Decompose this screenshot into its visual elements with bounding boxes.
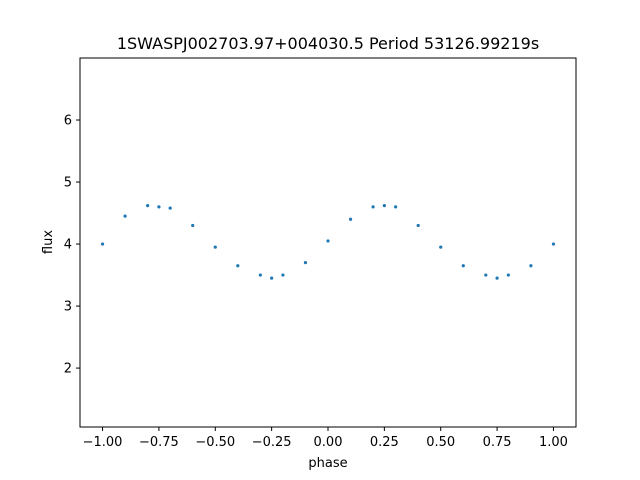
x-tick-label: −0.25 xyxy=(252,435,292,450)
data-points xyxy=(100,204,556,280)
y-axis-label: flux xyxy=(41,230,56,254)
x-axis: −1.00 −0.75 −0.50 −0.25 0.00 0.25 0.50 0.75 1.00 xyxy=(83,427,568,450)
data-point xyxy=(100,242,105,246)
x-axis-label: phase xyxy=(308,456,347,471)
data-point xyxy=(371,205,375,209)
data-point xyxy=(157,205,161,209)
x-tick-label: 0.75 xyxy=(483,435,512,450)
data-point xyxy=(270,276,274,280)
y-tick-label: 3 xyxy=(64,300,72,315)
y-axis: 2 3 4 5 6 xyxy=(64,114,80,377)
x-tick-label: −0.50 xyxy=(195,435,235,450)
data-point xyxy=(348,217,353,221)
data-point xyxy=(236,264,240,268)
data-point xyxy=(529,264,533,268)
x-tick-label: −0.75 xyxy=(139,435,179,450)
data-point xyxy=(303,261,308,265)
x-tick-label: 0.50 xyxy=(426,435,455,450)
x-tick-label: 0.00 xyxy=(314,435,343,450)
data-point xyxy=(495,276,499,280)
data-point xyxy=(213,245,217,249)
data-point xyxy=(168,206,172,210)
y-tick-label: 6 xyxy=(64,114,72,129)
data-point xyxy=(484,273,488,277)
data-point xyxy=(439,245,443,249)
x-tick-label: 0.25 xyxy=(370,435,399,450)
x-tick-label: 1.00 xyxy=(539,435,568,450)
x-tick-label: −1.00 xyxy=(83,435,123,450)
data-point xyxy=(551,242,556,246)
data-point xyxy=(191,223,195,228)
data-point xyxy=(258,273,262,277)
data-point xyxy=(146,204,150,208)
data-point xyxy=(461,264,465,268)
y-tick-label: 4 xyxy=(64,238,72,253)
data-point xyxy=(506,273,510,277)
y-tick-label: 2 xyxy=(64,362,72,377)
y-tick-label: 5 xyxy=(64,176,72,191)
data-point xyxy=(326,239,330,243)
data-point xyxy=(123,214,127,218)
data-point xyxy=(394,205,398,209)
chart-title: 1SWASPJ002703.97+004030.5 Period 53126.9… xyxy=(117,34,539,53)
data-point xyxy=(416,223,420,228)
data-point xyxy=(281,273,285,277)
data-point xyxy=(382,204,386,208)
